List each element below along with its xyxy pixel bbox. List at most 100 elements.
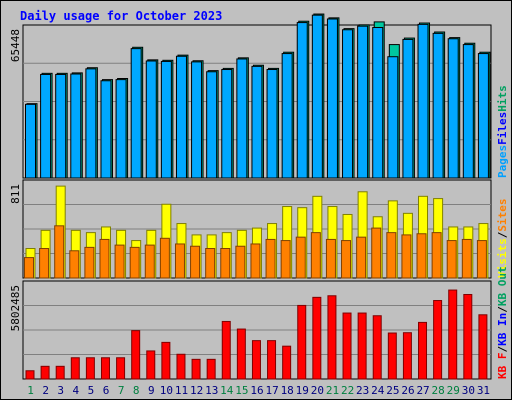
day-label: 28 (432, 384, 445, 397)
day-label: 19 (296, 384, 309, 397)
bar-kbf (176, 353, 186, 380)
day-label: 10 (160, 384, 173, 397)
bar-kbf (70, 357, 80, 380)
bar-sites (295, 236, 306, 279)
day-label: 6 (103, 384, 110, 397)
bar-kbf (463, 293, 473, 380)
bar-kbf (372, 315, 382, 380)
bar-files (326, 18, 338, 179)
legend-entry: Hits (496, 85, 509, 112)
bar-files (281, 53, 293, 179)
bar-sites (371, 227, 382, 279)
bar-sites (69, 250, 80, 279)
day-label: 2 (42, 384, 49, 397)
chart-title: Daily usage for October 2023 (20, 9, 222, 23)
day-label: 15 (235, 384, 248, 397)
bar-kbf (418, 321, 428, 380)
bar-files (477, 53, 489, 179)
bar-files (115, 79, 127, 179)
bar-sites (431, 232, 442, 279)
day-label: 25 (386, 384, 399, 397)
bar-sites (220, 248, 231, 279)
legend-visits-sites: Visits/Sites (496, 199, 509, 279)
scale-label: 65448 (9, 29, 22, 62)
day-label: 5 (88, 384, 95, 397)
panel-hits-files-pages: 65448 PagesFilesHits (9, 13, 509, 179)
day-label: 18 (281, 384, 294, 397)
bar-sites (84, 246, 95, 279)
bar-kbf (40, 365, 50, 380)
legend-entry: / (496, 231, 509, 238)
bar-files (251, 65, 263, 179)
bar-files (25, 103, 36, 179)
day-label: 8 (133, 384, 140, 397)
bar-sites (446, 240, 457, 279)
bar-files (236, 58, 248, 179)
day-label: 13 (205, 384, 218, 397)
legend-entry: KB Out (496, 266, 509, 306)
bar-kbf (357, 312, 367, 380)
legend-entry: Visits (496, 238, 509, 278)
scale-label: 5802485 (9, 285, 22, 331)
bar-files (145, 60, 157, 179)
bar-kbf (448, 289, 458, 380)
legend-entry: / (496, 306, 509, 313)
bar-kbf (478, 314, 488, 380)
bar-files (266, 69, 278, 179)
bar-kbf (387, 332, 397, 380)
bar-kbf (312, 296, 322, 380)
bar-sites (476, 240, 487, 279)
bar-sites (416, 233, 427, 279)
day-label: 3 (57, 384, 64, 397)
bar-files (462, 44, 474, 179)
bar-kbf (55, 365, 65, 380)
day-label: 30 (462, 384, 475, 397)
scale-label: 811 (9, 184, 22, 204)
bar-files (175, 55, 187, 179)
bar-files (402, 38, 414, 179)
bar-sites (129, 246, 140, 279)
bar-kbf (25, 370, 35, 380)
bar-sites (265, 238, 276, 279)
bar-sites (54, 225, 65, 279)
bar-sites (24, 257, 34, 279)
bar-files (311, 14, 323, 179)
bar-kbf (161, 341, 171, 380)
day-label: 22 (341, 384, 354, 397)
bar-files (130, 48, 142, 179)
bar-sites (386, 232, 397, 279)
bar-sites (235, 245, 246, 279)
bar-sites (401, 234, 412, 279)
bar-kbf (267, 340, 277, 380)
legend-entry: / (496, 346, 509, 353)
legend-entry: Pages (496, 145, 509, 178)
bar-sites (250, 243, 261, 279)
bar-sites (310, 232, 321, 279)
bar-kbf (116, 357, 126, 380)
bar-sites (114, 244, 125, 279)
bar-sites (39, 248, 50, 279)
bar-sites (341, 240, 352, 279)
bar-files (372, 27, 384, 179)
bar-files (206, 71, 218, 179)
day-label: 4 (73, 384, 80, 397)
bar-sites (280, 240, 291, 279)
legend-entry: KB In (496, 313, 509, 346)
day-label: 21 (326, 384, 339, 397)
day-label: 11 (175, 384, 188, 397)
bar-files (191, 61, 203, 179)
bar-files (55, 73, 67, 179)
day-label: 17 (265, 384, 278, 397)
day-label: 20 (311, 384, 324, 397)
bar-sites (144, 244, 155, 279)
panel-visits-sites: 811 Visits/Sites (9, 179, 509, 279)
bar-kbf (297, 304, 307, 380)
bar-kbf (327, 295, 337, 380)
bar-files (100, 80, 112, 179)
bar-kbf (221, 320, 231, 380)
bar-kbf (131, 330, 141, 380)
bar-files (85, 68, 97, 179)
